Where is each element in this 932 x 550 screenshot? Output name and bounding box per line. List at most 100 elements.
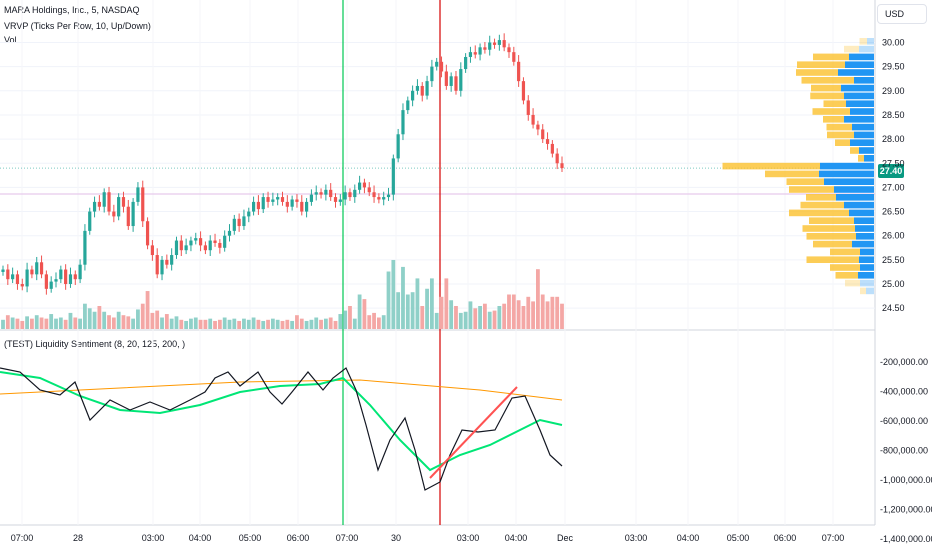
volume-bar xyxy=(20,320,25,329)
candle-body xyxy=(517,61,521,82)
vp-down-bar xyxy=(852,123,874,131)
volume-bar xyxy=(198,319,203,329)
price-axis-label: 28.50 xyxy=(882,110,905,120)
candle-body xyxy=(391,158,395,195)
volume-bar xyxy=(140,303,145,329)
volume-bar xyxy=(357,294,362,329)
vp-up-bar xyxy=(835,272,858,279)
candle-body xyxy=(150,245,154,256)
vp-up-bar xyxy=(786,178,824,185)
volume-bar xyxy=(222,317,227,329)
candle-body xyxy=(194,238,198,241)
volume-bars xyxy=(1,260,564,329)
volume-bar xyxy=(482,303,487,329)
volume-legend[interactable]: Vol xyxy=(4,35,17,45)
vp-up-bar xyxy=(858,155,864,162)
vp-up-bar xyxy=(722,162,820,170)
indicator-axis-label: -1,400,000.00 xyxy=(880,534,932,544)
volume-bar xyxy=(439,296,444,329)
candle-body xyxy=(141,187,145,222)
candle-body xyxy=(382,197,386,200)
candle-body xyxy=(88,211,92,231)
vp-down-bar xyxy=(859,147,874,154)
price-axis-label: 24.50 xyxy=(882,303,905,313)
candle-body xyxy=(358,182,362,190)
vp-up-bar xyxy=(859,38,867,45)
volume-bar xyxy=(208,318,213,329)
volume-bar xyxy=(372,312,376,329)
volume-bar xyxy=(319,319,323,329)
vp-down-bar xyxy=(836,194,874,201)
vrvp-legend[interactable]: VRVP (Ticks Per Row, 10, Up/Down) xyxy=(4,21,151,31)
candle-body xyxy=(266,197,270,202)
vp-up-bar xyxy=(811,84,841,92)
volume-bar xyxy=(68,312,73,329)
candle-body xyxy=(401,110,405,135)
vp-down-bar xyxy=(859,256,874,263)
grid xyxy=(0,0,876,526)
candle-body xyxy=(280,197,285,202)
volume-bar xyxy=(425,288,429,329)
indicator-legend[interactable]: (TEST) Liquidity Sentiment (8, 20, 125, … xyxy=(4,339,186,349)
vp-up-bar xyxy=(835,139,850,146)
volume-bar xyxy=(560,303,564,329)
volume-bar xyxy=(348,306,352,329)
candle-body xyxy=(295,199,299,202)
vp-down-bar xyxy=(859,45,874,53)
symbol-legend[interactable]: MARA Holdings, Inc., 5, NASDAQ xyxy=(4,5,140,15)
candle-body xyxy=(64,269,68,285)
volume-bar xyxy=(34,315,39,329)
time-axis-label: 30 xyxy=(391,533,401,543)
volume-bar xyxy=(213,320,217,329)
candle-body xyxy=(49,281,53,289)
vp-down-bar xyxy=(849,53,874,61)
volume-bar xyxy=(362,299,367,329)
time-axis-label: 05:00 xyxy=(239,533,262,543)
currency-button[interactable]: USD xyxy=(877,4,927,24)
candle-body xyxy=(227,230,232,236)
candle-body xyxy=(271,199,275,202)
volume-bar xyxy=(473,308,478,329)
indicator-axis-label: -800,000.00 xyxy=(880,446,928,456)
candle-body xyxy=(444,71,448,86)
candle-body xyxy=(112,211,116,217)
volume-bar xyxy=(478,306,482,329)
candle-body xyxy=(377,197,381,200)
vp-down-bar xyxy=(849,209,874,217)
volume-bar xyxy=(449,300,454,329)
volume-bar xyxy=(299,318,304,329)
candle-body xyxy=(174,240,179,256)
volume-bar xyxy=(39,317,44,329)
candle-body xyxy=(247,211,251,217)
volume-bar xyxy=(295,315,299,329)
candle-body xyxy=(464,56,468,70)
vp-up-bar xyxy=(813,240,852,248)
volume-bar xyxy=(507,294,511,329)
candle-body xyxy=(560,163,564,169)
candle-body xyxy=(92,201,97,212)
volume-bar xyxy=(309,319,314,329)
sentiment-line xyxy=(0,367,563,491)
time-axis-label: 03:00 xyxy=(625,533,648,543)
candle-body xyxy=(208,240,212,251)
candle-body xyxy=(304,201,309,212)
candle-body xyxy=(290,199,294,207)
candle-body xyxy=(39,262,44,275)
vp-up-bar xyxy=(789,186,834,193)
candle-body xyxy=(512,52,516,62)
candle-body xyxy=(555,153,559,164)
volume-bar xyxy=(434,312,439,329)
volume-bar xyxy=(410,292,415,329)
vp-up-bar xyxy=(845,279,860,287)
candle-body xyxy=(25,269,29,287)
candle-body xyxy=(97,201,101,207)
volume-bar xyxy=(97,306,102,329)
vp-up-bar xyxy=(806,256,859,263)
vp-down-bar xyxy=(819,170,874,178)
candle-body xyxy=(415,85,420,91)
candle-body xyxy=(165,259,169,265)
volume-bar xyxy=(376,317,381,329)
volume-bar xyxy=(174,316,179,329)
vp-up-bar xyxy=(812,108,850,115)
